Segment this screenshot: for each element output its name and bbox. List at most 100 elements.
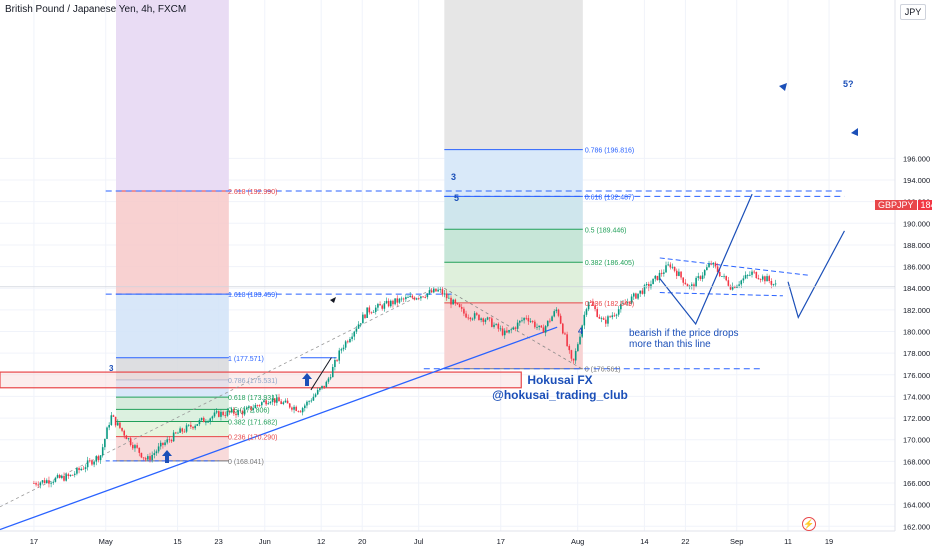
time-tick-label: 15	[173, 537, 181, 546]
candle-body	[486, 317, 489, 320]
time-tick-label: 20	[358, 537, 366, 546]
candle-body	[295, 406, 298, 411]
candle-body	[151, 454, 153, 460]
candle-body	[159, 442, 162, 447]
candle-body	[749, 274, 751, 276]
candle-body	[553, 311, 556, 317]
candle-body	[241, 411, 244, 415]
candle-body	[759, 279, 762, 280]
time-tick-label: 23	[214, 537, 222, 546]
candles	[33, 260, 777, 489]
candle-body	[678, 271, 680, 276]
candle-body	[493, 324, 495, 327]
fib2-level-label: 0.236 (182.643)	[585, 301, 634, 308]
fib1-zone	[115, 379, 229, 398]
candle-body	[755, 271, 758, 279]
candle-body	[101, 447, 104, 456]
candle-body	[549, 320, 551, 322]
price-tick-label: 162.000	[903, 522, 930, 531]
candle-body	[282, 402, 285, 404]
candle-body	[566, 334, 568, 347]
candle-body	[76, 468, 78, 474]
candle-body	[254, 405, 257, 409]
candle-body	[772, 284, 775, 285]
price-tick-label: 180.000	[903, 328, 930, 337]
candle-body	[725, 275, 728, 281]
candle-body	[435, 288, 437, 292]
candle-body	[639, 290, 642, 294]
fib1-level-label: 0.382 (171.682)	[228, 420, 277, 427]
candle-body	[531, 321, 534, 322]
candle-body	[405, 297, 407, 300]
candle-body	[374, 307, 377, 312]
candle-body	[450, 297, 452, 305]
price-tick-label: 196.000	[903, 154, 930, 163]
candle-body	[665, 265, 667, 273]
fib2-zone	[444, 229, 583, 263]
candle-body	[211, 416, 214, 419]
candle-body	[304, 405, 306, 409]
candle-body	[417, 298, 420, 300]
candle-body	[424, 297, 427, 298]
fib1-zone	[115, 409, 229, 422]
candle-body	[271, 398, 274, 402]
candle-body	[697, 276, 700, 278]
time-tick-label: 22	[681, 537, 689, 546]
candle-body	[67, 474, 70, 476]
candle-body	[663, 272, 665, 274]
candle-body	[658, 272, 661, 281]
candle-body	[213, 412, 216, 417]
projection-drawings[interactable]	[162, 83, 858, 463]
candle-body	[379, 303, 381, 306]
candle-body	[355, 328, 358, 332]
price-axis-bg	[895, 0, 932, 550]
candle-body	[497, 323, 500, 329]
candle-body	[99, 455, 102, 461]
wave-label: 3	[451, 172, 456, 182]
candle-body	[467, 317, 470, 319]
flash-icon[interactable]: ⚡	[802, 517, 816, 531]
symbol-title: British Pound / Japanese Yen, 4h, FXCM	[5, 4, 187, 15]
fib1-level-label: 0.236 (170.290)	[228, 435, 277, 442]
price-tick-label: 176.000	[903, 371, 930, 380]
candle-body	[35, 483, 37, 485]
candle-body	[245, 407, 248, 410]
candle-body	[82, 468, 85, 470]
time-tick-label: 12	[317, 537, 325, 546]
fibonacci-drawings[interactable]	[0, 0, 584, 462]
currency-button[interactable]: JPY	[900, 4, 926, 20]
candle-body	[153, 453, 156, 455]
candle-body	[368, 307, 371, 313]
candle-body	[269, 401, 272, 404]
candle-body	[69, 474, 72, 476]
candle-body	[166, 439, 169, 443]
candle-body	[183, 431, 186, 433]
trend-lines[interactable]	[0, 190, 845, 531]
candle-body	[519, 320, 521, 323]
candle-body	[194, 425, 196, 429]
candle-body	[108, 424, 110, 428]
fib1-level-label: 0.786 (175.531)	[228, 378, 277, 385]
candle-body	[684, 282, 687, 285]
candle-body	[718, 271, 721, 277]
price-tick-label: 194.000	[903, 176, 930, 185]
candle-body	[757, 278, 760, 280]
candle-body	[568, 346, 571, 351]
candle-body	[626, 302, 629, 304]
candle-body	[329, 377, 332, 379]
candle-body	[181, 428, 184, 432]
candle-body	[686, 284, 689, 287]
candle-body	[398, 298, 401, 303]
candle-body	[73, 473, 76, 475]
time-tick-label: 14	[640, 537, 648, 546]
candle-body	[43, 480, 46, 484]
candle-body	[441, 289, 444, 295]
candle-body	[205, 421, 207, 423]
candle-body	[104, 438, 106, 448]
candle-body	[456, 303, 459, 305]
candle-body	[106, 427, 108, 439]
candle-body	[132, 444, 134, 449]
